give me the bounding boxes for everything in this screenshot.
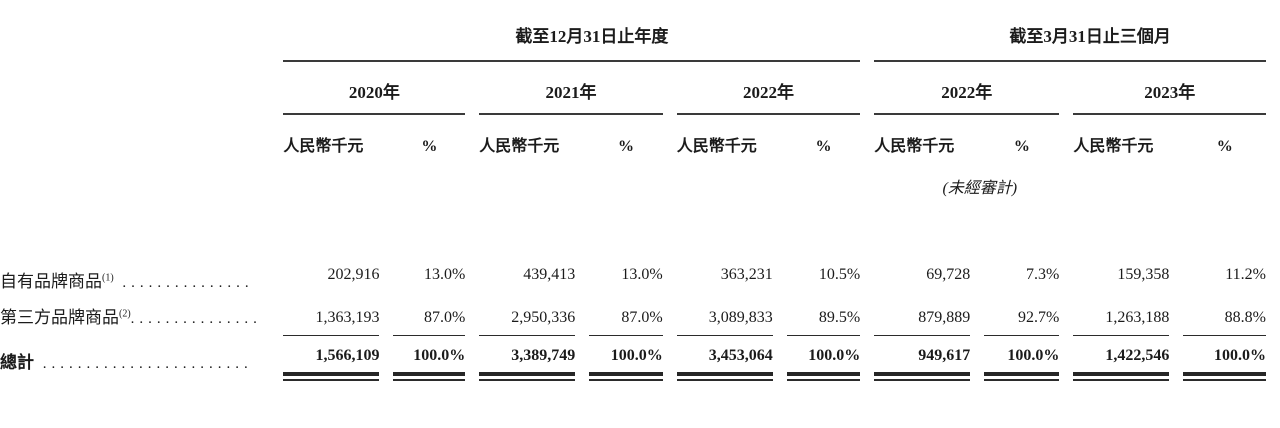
year-header-2022-q1: 2022年 xyxy=(874,62,1060,115)
dot-leader: ........................ xyxy=(34,356,253,372)
total-cell: 100.0% xyxy=(589,331,664,381)
cell-value: 202,916 xyxy=(327,266,380,283)
cell-value: 879,889 xyxy=(918,309,971,326)
cell-value: 3,089,833 xyxy=(708,309,773,326)
year-header-2022: 2022年 xyxy=(676,62,861,115)
cell-value: 7.3% xyxy=(1026,266,1060,283)
total-cell: 100.0% xyxy=(984,331,1060,381)
empty-cell xyxy=(283,158,860,202)
period-group-annual: 截至12月31日止年度 xyxy=(283,0,861,62)
cell-value: 1,263,188 xyxy=(1105,309,1170,326)
unit-header-percent: % xyxy=(1216,138,1233,155)
spacer-cell xyxy=(0,202,1266,252)
unit-header-amount: 人民幣千元 xyxy=(479,138,560,155)
unit-header-percent: % xyxy=(1013,138,1030,155)
total-rule: 100.0% xyxy=(393,335,466,381)
empty-cell xyxy=(1073,158,1266,202)
unit-header-row: 人民幣千元 % 人民幣千元 % 人民幣千元 % 人民幣千元 % 人民幣千元 % xyxy=(0,115,1266,158)
total-cell: 949,617 xyxy=(874,331,971,381)
total-rule: 100.0% xyxy=(1183,335,1266,381)
unit-header-amount: 人民幣千元 xyxy=(874,138,955,155)
total-rule: 949,617 xyxy=(874,335,971,381)
footnote-marker: (2) xyxy=(119,308,131,320)
cell-value: 2,950,336 xyxy=(511,309,576,326)
total-rule: 100.0% xyxy=(589,335,664,381)
cell-value: 13.0% xyxy=(423,266,466,283)
unit-header-amount: 人民幣千元 xyxy=(283,138,364,155)
dot-leader: ............... xyxy=(113,275,254,291)
cell-value: 1,363,193 xyxy=(315,309,380,326)
footnote-marker: (1) xyxy=(102,272,114,284)
period-group-three-months: 截至3月31日止三個月 xyxy=(874,0,1266,62)
cell-value: 439,413 xyxy=(523,266,576,283)
total-cell: 100.0% xyxy=(393,331,466,381)
table-row-total: 總計 ........................ 1,566,109 10… xyxy=(0,331,1266,381)
unaudited-note-row: (未經審計) xyxy=(0,158,1266,202)
row-label-third-party-brand: 第三方品牌商品(2)............... xyxy=(0,295,269,331)
row-label-text: 自有品牌商品 xyxy=(0,272,102,291)
spacer-row xyxy=(0,202,1266,252)
total-rule: 1,422,546 xyxy=(1073,335,1170,381)
year-header-2021: 2021年 xyxy=(479,62,663,115)
cell-value: 69,728 xyxy=(926,266,971,283)
corner-empty-cell xyxy=(0,0,269,62)
total-cell: 3,389,749 xyxy=(479,331,576,381)
empty-cell xyxy=(0,158,269,202)
empty-cell xyxy=(0,62,269,115)
cell-value: 11.2% xyxy=(1225,266,1266,283)
cell-value: 10.5% xyxy=(818,266,861,283)
total-cell: 1,566,109 xyxy=(283,331,380,381)
cell-value: 363,231 xyxy=(720,266,773,283)
cell-value: 159,358 xyxy=(1117,266,1170,283)
total-rule: 3,389,749 xyxy=(479,335,576,381)
cell-value: 13.0% xyxy=(621,266,663,283)
total-rule: 100.0% xyxy=(984,335,1060,381)
total-rule: 1,566,109 xyxy=(283,335,380,381)
unit-header-percent: % xyxy=(421,138,438,155)
cell-value: 87.0% xyxy=(423,309,466,326)
period-group-row: 截至12月31日止年度 截至3月31日止三個月 xyxy=(0,0,1266,62)
total-cell: 100.0% xyxy=(786,331,861,381)
table-row-third-party-brand: 第三方品牌商品(2)............... 1,363,193 87.0… xyxy=(0,295,1266,331)
cell-value: 87.0% xyxy=(621,309,663,326)
note-unaudited: (未經審計) xyxy=(942,180,1018,197)
total-cell: 3,453,064 xyxy=(676,331,773,381)
unit-header-amount: 人民幣千元 xyxy=(676,138,757,155)
year-header-row: 2020年 2021年 2022年 2022年 2023年 xyxy=(0,62,1266,115)
total-cell: 1,422,546 xyxy=(1073,331,1170,381)
unit-header-amount: 人民幣千元 xyxy=(1073,138,1154,155)
total-cell: 100.0% xyxy=(1183,331,1266,381)
row-label-total: 總計 ........................ xyxy=(0,331,269,376)
dot-leader: ............... xyxy=(130,311,262,327)
row-label-text: 第三方品牌商品 xyxy=(0,308,119,327)
year-header-2023-q1: 2023年 xyxy=(1073,62,1266,115)
revenue-breakdown-table: 截至12月31日止年度 截至3月31日止三個月 2020年 2021年 2022… xyxy=(0,0,1266,381)
table-row-own-brand: 自有品牌商品(1) ............... 202,916 13.0% … xyxy=(0,252,1266,295)
row-label-own-brand: 自有品牌商品(1) ............... xyxy=(0,252,269,295)
empty-cell xyxy=(0,115,269,158)
unit-header-percent: % xyxy=(618,138,635,155)
cell-value: 89.5% xyxy=(818,309,861,326)
cell-value: 92.7% xyxy=(1018,309,1060,326)
year-header-2020: 2020年 xyxy=(283,62,466,115)
cell-value: 88.8% xyxy=(1224,309,1266,326)
total-rule: 3,453,064 xyxy=(676,335,773,381)
row-label-text: 總計 xyxy=(0,353,34,372)
unit-header-percent: % xyxy=(815,138,832,155)
total-rule: 100.0% xyxy=(786,335,861,381)
